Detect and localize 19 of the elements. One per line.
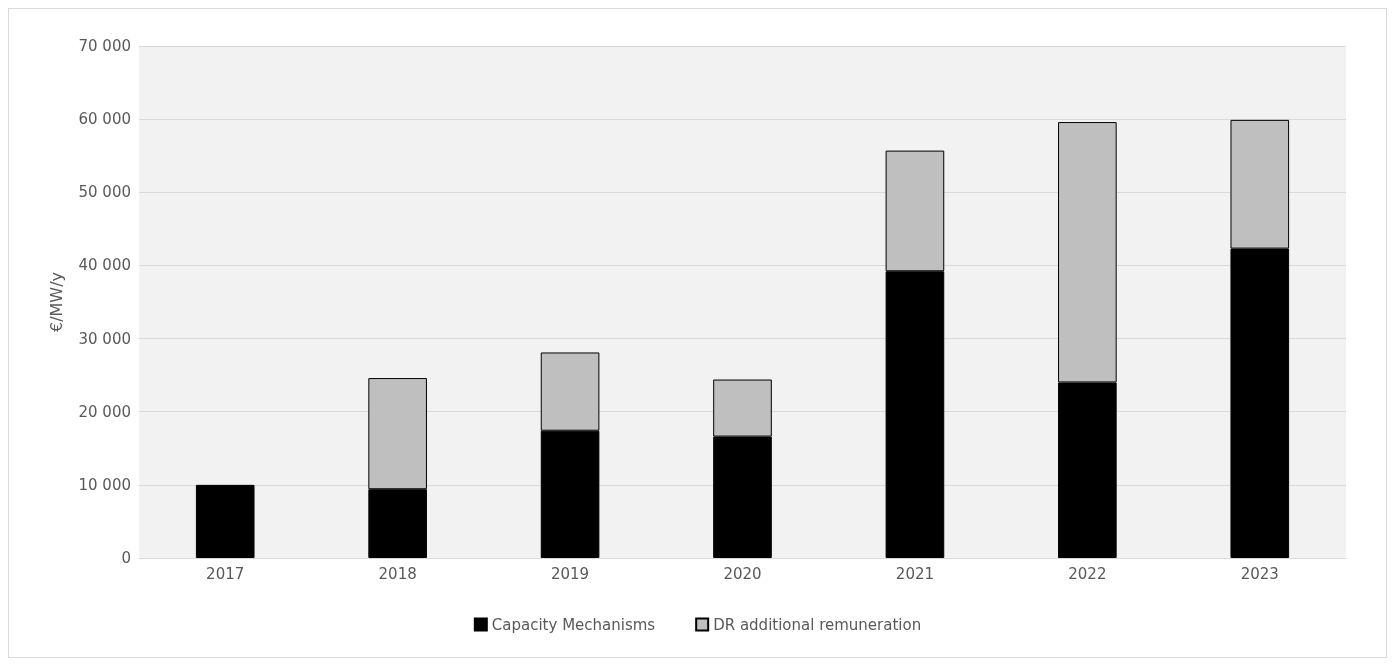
bar <box>195 484 255 558</box>
y-axis-title: €/MW/y <box>46 271 66 333</box>
x-tick-label: 2017 <box>206 564 245 583</box>
legend-label: DR additional remuneration <box>713 615 922 634</box>
y-tick-label: 20 000 <box>78 402 131 421</box>
y-tick-label: 70 000 <box>78 37 131 55</box>
y-tick-label: 40 000 <box>78 256 131 275</box>
legend-label: Capacity Mechanisms <box>491 615 656 634</box>
y-tick-label: 60 000 <box>78 110 131 129</box>
y-tick-label: 10 000 <box>78 475 131 494</box>
y-tick-label: 0 <box>121 549 131 567</box>
x-tick-label: 2022 <box>1068 564 1107 583</box>
x-tick-label: 2021 <box>895 564 935 583</box>
x-tick-label: 2023 <box>1240 564 1279 583</box>
x-tick-label: 2018 <box>378 564 417 583</box>
y-tick-label: 30 000 <box>78 329 131 348</box>
y-tick-label: 50 000 <box>78 183 131 202</box>
x-tick-label: 2019 <box>550 564 590 583</box>
x-tick-label: 2020 <box>723 564 762 583</box>
